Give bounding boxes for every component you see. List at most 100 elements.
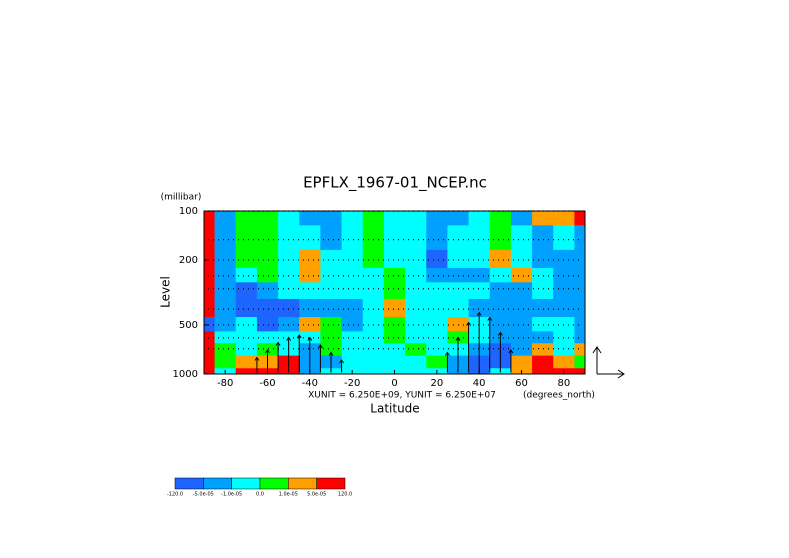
field-cell — [235, 211, 258, 226]
field-cell — [468, 298, 491, 318]
field-cell — [320, 225, 343, 251]
colorbar-label: 0.0 — [256, 492, 264, 498]
field-cell — [341, 249, 364, 269]
field-cell — [235, 298, 258, 318]
reference-arrow-v-head — [592, 346, 602, 354]
flux-vector — [307, 336, 313, 373]
field-cell — [468, 267, 491, 283]
x-units: (degrees_north) — [523, 391, 595, 401]
x-tick-label: -80 — [217, 378, 233, 389]
field-cell — [553, 267, 575, 283]
field-cell — [204, 298, 216, 318]
field-cell — [341, 282, 364, 300]
y-tick-label: 500 — [179, 320, 198, 331]
field-cell — [489, 317, 512, 332]
field-cell — [468, 249, 491, 269]
field-cell — [204, 225, 216, 251]
x-tick-label: 20 — [430, 378, 443, 389]
field-cell — [574, 267, 586, 283]
field-cell — [574, 331, 586, 344]
field-cell — [574, 211, 586, 226]
vector-head — [455, 336, 461, 341]
vector-head — [339, 359, 344, 364]
colorbar-box — [203, 477, 232, 490]
field-cell — [256, 298, 279, 318]
vector-head — [328, 351, 334, 356]
field-cell — [532, 355, 554, 369]
field-cell — [510, 211, 533, 226]
field-cell — [447, 249, 470, 269]
y-units: (millibar) — [161, 193, 202, 203]
field-cell — [299, 211, 321, 226]
field-cell — [468, 211, 491, 226]
colorbar-box — [288, 477, 317, 490]
field-cell — [299, 282, 321, 300]
field-cell — [574, 343, 586, 357]
flux-vector — [275, 341, 281, 373]
chart-title: EPFLX_1967-01_NCEP.nc — [303, 174, 487, 193]
field-cell — [256, 267, 279, 283]
x-axis-label: Latitude — [370, 402, 419, 416]
field-cell — [383, 249, 406, 269]
colorbar-box — [231, 477, 261, 490]
y-tick-label: 200 — [179, 255, 198, 266]
field-cell — [574, 355, 586, 369]
field-cell — [256, 317, 279, 332]
field-cell — [553, 355, 575, 369]
field-cell — [383, 355, 406, 369]
field-cell — [468, 225, 491, 251]
field-cell — [426, 298, 448, 318]
field-cell — [447, 282, 470, 300]
field-cell — [405, 317, 427, 332]
field-cell — [214, 331, 237, 344]
field-cell — [553, 211, 575, 226]
field-cell — [235, 368, 258, 375]
field-cell — [574, 368, 586, 375]
field-cell — [383, 282, 406, 300]
field-cell — [447, 211, 470, 226]
colorbar-label: -5.0e-05 — [193, 492, 214, 498]
flux-vector — [445, 351, 450, 373]
field-cell — [405, 267, 427, 283]
field-cell — [383, 298, 406, 318]
field-cell — [510, 343, 533, 357]
field-cell — [426, 249, 448, 269]
field-cell — [299, 267, 321, 283]
field-cell — [204, 368, 216, 375]
field-cell — [320, 249, 343, 269]
field-cell — [510, 267, 533, 283]
field-cell — [362, 211, 385, 226]
field-cell — [574, 282, 586, 300]
field-cell — [362, 225, 385, 251]
field-cell — [256, 249, 279, 269]
field-cell — [510, 355, 533, 369]
x-tick-label: -40 — [302, 378, 318, 389]
field-cell — [256, 282, 279, 300]
field-cell — [383, 343, 406, 357]
field-cell — [426, 267, 448, 283]
field-cell — [204, 331, 216, 344]
field-cell — [362, 368, 385, 375]
field-cell — [235, 282, 258, 300]
field-cell — [510, 298, 533, 318]
field-cell — [426, 282, 448, 300]
flux-vector — [318, 344, 323, 373]
field-cell — [214, 267, 237, 283]
field-cell — [278, 298, 300, 318]
field-cell — [489, 282, 512, 300]
field-cell — [214, 282, 237, 300]
field-cell — [532, 225, 554, 251]
field-cell — [532, 317, 554, 332]
colorbar-label: 120.0 — [338, 492, 352, 498]
field-cell — [235, 267, 258, 283]
flux-vector — [476, 311, 482, 373]
field-cell — [204, 249, 216, 269]
field-cell — [299, 298, 321, 318]
colorbar-label: -1.0e-05 — [221, 492, 242, 498]
field-cell — [320, 317, 343, 332]
field-cell — [341, 331, 364, 344]
field-cell — [362, 249, 385, 269]
field-cell — [256, 331, 279, 344]
field-cell — [235, 355, 258, 369]
